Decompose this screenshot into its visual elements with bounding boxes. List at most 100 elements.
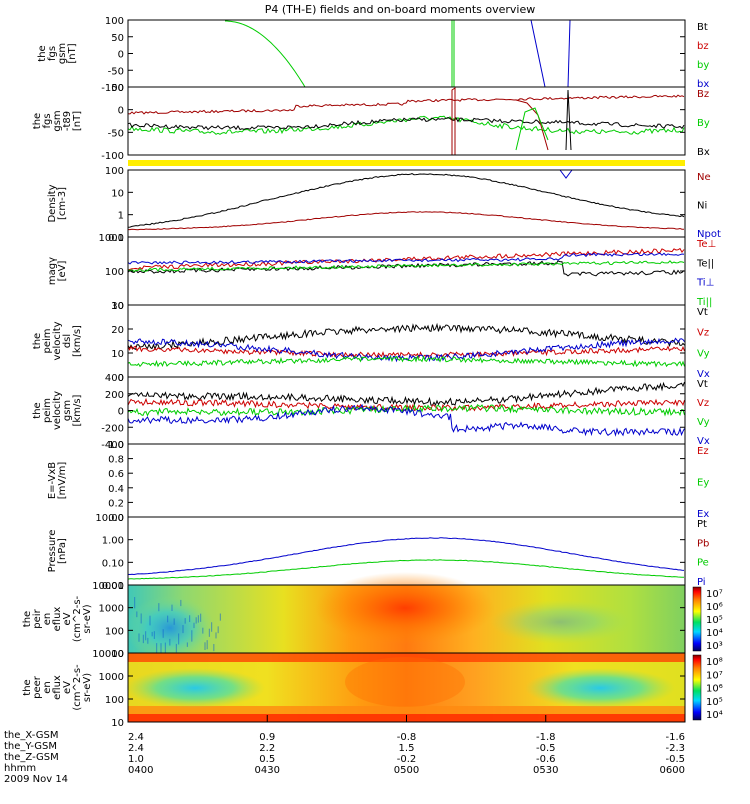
ion-spectrogram-noise <box>142 634 144 644</box>
y-axis-title-line: eV <box>62 612 73 625</box>
colorbar-tick-label: 10⁶ <box>706 602 723 613</box>
ion-spectrogram-core <box>315 572 495 644</box>
y-tick-label: -50 <box>108 66 124 77</box>
colorbar-tick-label: 10⁶ <box>706 684 723 695</box>
y-axis-title-line: gsm <box>62 400 73 421</box>
ion-spectrogram-noise <box>193 622 195 629</box>
ne-line <box>128 211 685 231</box>
y-axis-title-line: fgs <box>42 113 53 128</box>
y-axis-title-line: eflux <box>52 607 63 632</box>
legend-vy: Vy <box>697 348 710 359</box>
legend-ez: Ez <box>697 446 709 457</box>
y-axis-title-line: E=-VxB <box>47 462 58 499</box>
ion-spectrogram <box>125 572 685 660</box>
y-axis-title-line: fgs <box>47 46 58 61</box>
y-tick-label: -100 <box>101 151 124 162</box>
y-axis-title-line: gsm <box>52 110 63 131</box>
y-tick-label: 100 <box>105 267 124 278</box>
y-axis-title-line: eflux <box>52 675 63 700</box>
ion-spectrogram-noise <box>169 638 171 646</box>
ion-spectrogram-noise <box>151 631 153 637</box>
legend-te: Te⊥ <box>696 239 716 250</box>
ion-spectrogram-noise <box>182 625 184 634</box>
ion-spectrogram-noise <box>149 615 151 626</box>
legend-bx: Bx <box>697 147 710 158</box>
y-tick-label: -400 <box>101 440 124 451</box>
hhmm-tick-label: 0400 <box>128 765 153 776</box>
legend-ti: Ti⊥ <box>696 278 714 289</box>
legend-pi: Pi <box>697 577 706 588</box>
legend-npot: Npot <box>697 229 721 240</box>
y-tick-label: 0.4 <box>108 484 124 495</box>
z-gsm-value: -0.2 <box>397 754 417 765</box>
legend-vz: Vz <box>697 328 709 339</box>
panel-frame <box>127 443 686 518</box>
ion-spectrogram-noise <box>167 615 169 623</box>
ti-par-line <box>127 260 685 272</box>
y-axis-title-line: the <box>37 45 48 61</box>
legend-pb: Pb <box>697 538 709 549</box>
colorbar-tick-label: 10⁴ <box>706 628 723 639</box>
ion-spectrogram-noise <box>158 603 160 612</box>
ion-spectrogram-low-right <box>490 600 630 644</box>
vz-line <box>127 345 685 359</box>
y-axis-title-line: [nT] <box>72 111 83 131</box>
y-tick-label: 20 <box>111 325 124 336</box>
y-axis-title-line: peir <box>32 608 43 628</box>
y-tick-label: 0 <box>118 50 124 61</box>
y-tick-label: 10 <box>111 301 124 312</box>
x-gsm-value: -1.8 <box>536 732 556 743</box>
legend-bx: bx <box>697 79 709 90</box>
ion-spectrogram-noise <box>189 615 191 623</box>
y-tick-label: 10 <box>111 349 124 360</box>
legend-ey: Ey <box>697 478 709 489</box>
ion-spectrogram-noise <box>202 627 204 634</box>
y-tick-label: 50 <box>111 83 124 94</box>
ion-spectrogram-noise <box>173 618 175 625</box>
legend-by: By <box>697 118 710 129</box>
panel-frame <box>127 19 686 88</box>
y-tick-label: 0.1 <box>108 233 124 244</box>
ni-line <box>127 173 685 228</box>
y-axis-title-line: peer <box>32 675 43 699</box>
status-bar <box>128 160 685 166</box>
ion-spectrogram-noise <box>211 622 213 632</box>
panel-frame <box>127 86 686 156</box>
ion-spectrogram-noise <box>204 642 206 650</box>
y-axis-title-line: the <box>32 113 43 129</box>
colorbar-tick-label: 10⁵ <box>706 615 723 626</box>
legend-ti: Ti|| <box>696 297 712 308</box>
y-tick-label: 0.0 <box>108 513 124 524</box>
ion-spectrogram-noise <box>162 629 164 638</box>
y-tick-label: -200 <box>101 423 124 434</box>
y-axis-title-line: [cm-3] <box>57 187 68 220</box>
ion-spectrogram-noise <box>136 611 138 618</box>
y-axis-title-line: gsm <box>57 43 68 64</box>
ion-spectrogram-noise <box>138 633 140 642</box>
legend-ne: Ne <box>697 172 711 183</box>
pi-line <box>127 537 685 576</box>
ion-spectrogram-noise <box>156 643 158 654</box>
chart-title: P4 (TH-E) fields and on-board moments ov… <box>265 3 536 16</box>
y-tick-label: 10 <box>111 718 124 729</box>
y-tick-label: -100 <box>101 83 124 94</box>
electron-spectrogram <box>125 653 685 722</box>
colorbar <box>692 586 702 652</box>
y-tick-label: 1000 <box>99 672 124 683</box>
ion-spectrogram-noise <box>184 618 186 624</box>
ion-spectrogram-noise <box>164 642 166 654</box>
y-tick-label: 1000 <box>99 604 124 615</box>
ion-spectrogram-noise <box>134 597 136 609</box>
y-tick-label: 1000 <box>99 233 124 244</box>
hhmm-tick-label: 0530 <box>533 765 558 776</box>
pe-line <box>127 559 685 580</box>
y-tick-label: 0.10 <box>102 558 124 569</box>
ion-spectrogram-noise <box>213 643 215 652</box>
panel-frame <box>127 376 686 445</box>
legend-vt: Vt <box>697 307 708 318</box>
legend-ex: Ex <box>697 509 709 520</box>
vt-line <box>127 322 685 351</box>
y-tick-label: 1.0 <box>108 440 124 451</box>
vx-line <box>127 337 685 363</box>
